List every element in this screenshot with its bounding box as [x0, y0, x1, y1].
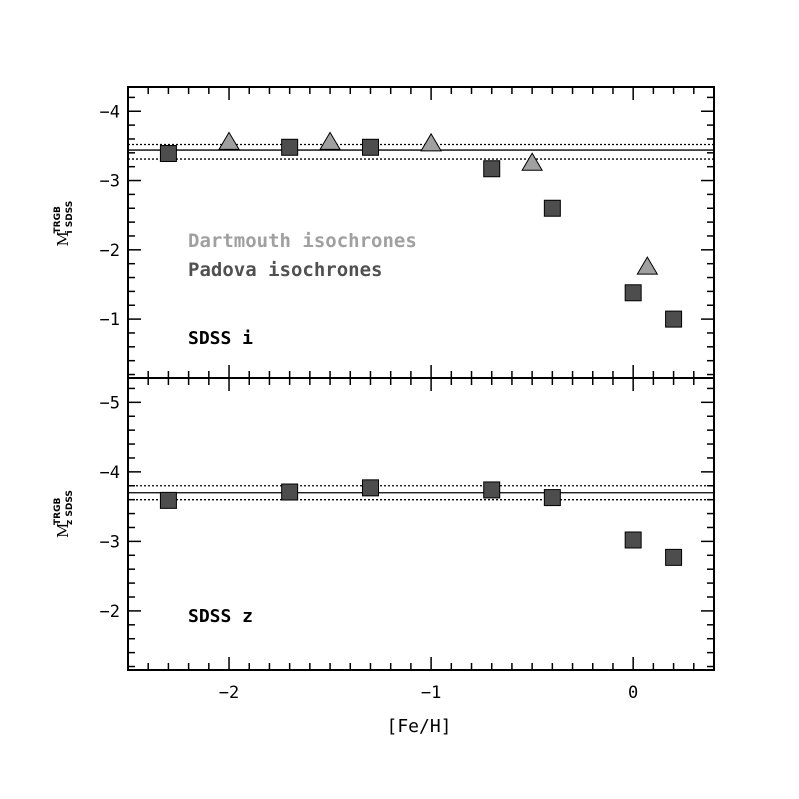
dartmouth-triangle-marker: [218, 131, 240, 150]
padova-square-marker: [543, 199, 561, 217]
y-axis-label-superscript: TRGB: [53, 498, 63, 525]
y-axis-label-main: M: [54, 231, 72, 246]
y-axis-label-main: M: [54, 523, 72, 538]
padova-square-marker: [159, 145, 177, 163]
padova-square-marker: [281, 138, 299, 156]
y-tick-label: −2: [100, 241, 120, 261]
y-tick-label: −4: [100, 102, 120, 122]
y-tick-label: −2: [100, 602, 120, 622]
y-tick-label: −1: [100, 310, 120, 330]
padova-square-marker: [543, 489, 561, 507]
band-label: SDSS i: [188, 328, 253, 349]
y-axis-label-subscript: i SDSS: [65, 201, 75, 234]
band-label: SDSS z: [188, 606, 253, 627]
y-axis-label-subscript: z SDSS: [65, 490, 75, 525]
dartmouth-triangle-marker: [319, 131, 341, 150]
padova-square-marker: [361, 479, 379, 497]
y-tick-label: −5: [100, 393, 120, 413]
padova-square-marker: [665, 310, 683, 328]
dartmouth-triangle-marker: [521, 152, 544, 171]
x-tick-label: −1: [421, 683, 441, 703]
padova-square-marker: [624, 531, 642, 549]
legend-entry: Dartmouth isochrones: [188, 230, 417, 252]
y-axis-label-superscript: TRGB: [53, 206, 63, 233]
padova-square-marker: [159, 491, 177, 509]
x-tick-label: 0: [628, 683, 638, 703]
padova-square-marker: [624, 284, 642, 302]
x-axis-title: [Fe/H]: [386, 716, 451, 737]
x-tick-label: −2: [219, 683, 239, 703]
y-tick-label: −3: [100, 172, 120, 192]
padova-square-marker: [281, 483, 299, 501]
padova-square-marker: [483, 160, 501, 178]
dartmouth-triangle-marker: [420, 132, 442, 152]
padova-square-marker: [665, 548, 683, 566]
padova-square-marker: [483, 481, 501, 499]
plot-frame: [127, 377, 715, 671]
dartmouth-triangle-marker: [636, 256, 659, 275]
legend-entry: Padova isochrones: [188, 259, 382, 281]
padova-square-marker: [361, 138, 379, 156]
y-tick-label: −3: [100, 532, 120, 552]
y-tick-label: −4: [100, 463, 120, 483]
